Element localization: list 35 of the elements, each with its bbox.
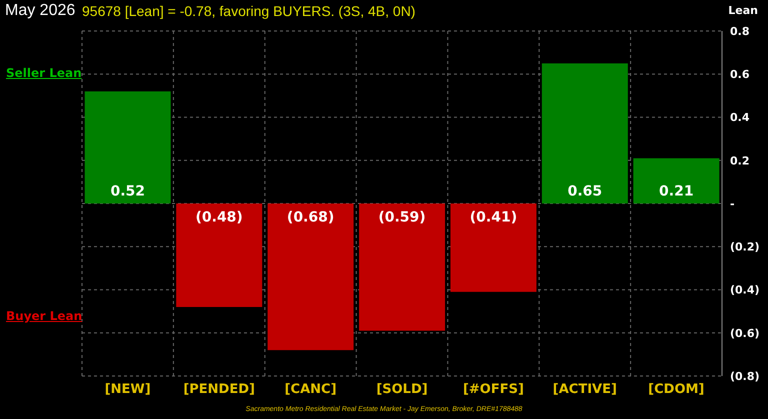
x-tick-label: [NEW]: [104, 382, 151, 398]
y-tick-label: 0.8: [730, 24, 750, 38]
x-tick-label: [SOLD]: [376, 382, 428, 398]
x-tick-label: [CDOM]: [648, 382, 704, 398]
x-tick-label: [ACTIVE]: [552, 382, 617, 398]
y-tick-label: -: [730, 197, 735, 210]
bar: [633, 158, 720, 204]
bar: [84, 91, 171, 204]
y-tick-label: 0.6: [730, 68, 750, 82]
y-tick-label: (0.6): [730, 326, 760, 340]
y-tick-label: (0.8): [730, 370, 760, 383]
y-axis-title: Lean: [728, 4, 758, 17]
bar: [450, 204, 536, 292]
x-tick-label: [#OFFS]: [462, 382, 524, 398]
data-label: (0.41): [470, 210, 518, 226]
data-label: 0.65: [568, 184, 602, 200]
data-label: (0.48): [196, 210, 243, 226]
y-tick-label: (0.2): [730, 240, 760, 254]
data-label: (0.68): [286, 210, 334, 226]
chart-title: May 2026: [5, 2, 76, 20]
y-tick-label: 0.4: [730, 111, 750, 124]
x-tick-label: [CANC]: [284, 382, 337, 398]
y-tick-label: (0.4): [730, 284, 760, 297]
bar: [268, 204, 354, 350]
data-label: 0.52: [110, 184, 146, 200]
bar: [176, 204, 262, 307]
data-label: (0.59): [378, 210, 426, 226]
bar: [542, 63, 628, 204]
y-tick-label: 0.2: [730, 154, 750, 168]
annotation: Buyer Lean: [6, 309, 82, 323]
data-label: 0.21: [659, 184, 694, 200]
bar: [359, 204, 446, 331]
text: Seller Lean: [6, 66, 82, 80]
chart-subtitle: 95678 [Lean] = -0.78, favoring BUYERS. (3S, 4B, 0N): [82, 3, 416, 19]
x-tick-label: [PENDED]: [183, 382, 255, 398]
